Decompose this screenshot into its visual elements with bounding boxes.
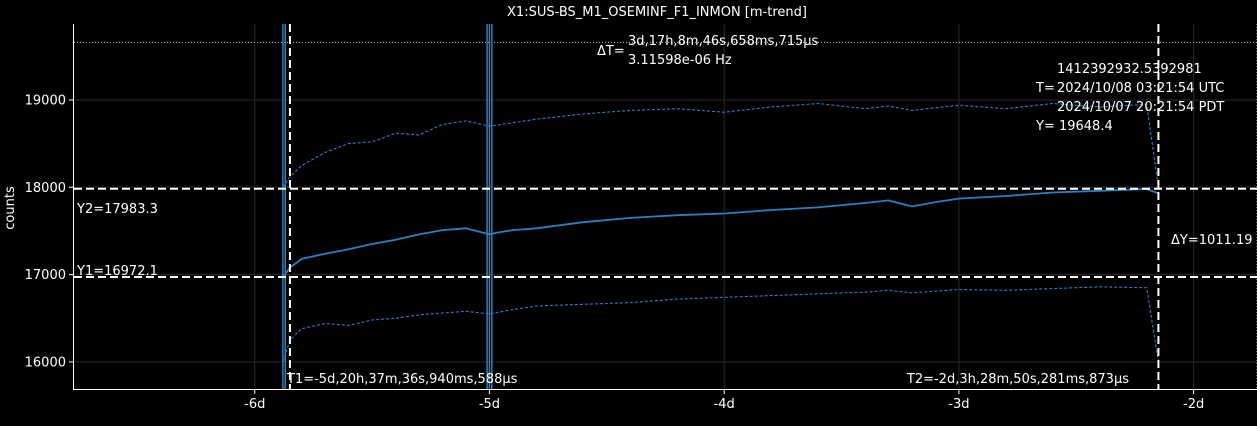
readout-y-value: Y= 19648.4 xyxy=(1035,119,1113,134)
x-tick-label: -2d xyxy=(1183,397,1204,412)
x-tick-label: -3d xyxy=(948,397,969,412)
delta-y-label: ΔY=1011.19 xyxy=(1171,233,1253,248)
t1-cursor-label: T1=-5d,20h,37m,36s,940ms,588µs xyxy=(286,372,518,387)
delta-frequency-value: 3.11598e-06 Hz xyxy=(628,53,732,68)
delta-t-prefix: ΔT= xyxy=(597,44,625,59)
series-max-line xyxy=(282,102,1159,188)
y-tick-label: 16000 xyxy=(25,355,66,370)
data-series xyxy=(282,24,1159,389)
series-min-line xyxy=(282,286,1159,363)
readout-pdt-time: 2024/10/07 20:21:54 PDT xyxy=(1057,100,1224,115)
series-mean-line xyxy=(282,188,1159,278)
readout-t-prefix: T= xyxy=(1035,81,1055,96)
delta-t-value: 3d,17h,8m,46s,658ms,715µs xyxy=(628,34,819,49)
cursor-lines[interactable] xyxy=(74,24,1257,389)
x-tick-label: -4d xyxy=(714,397,735,412)
y1-cursor-label: Y1=16972.1 xyxy=(76,264,158,279)
x-tick-label: -6d xyxy=(244,397,265,412)
y-axis-label: counts xyxy=(3,186,18,230)
y-tick-label: 18000 xyxy=(25,181,66,196)
chart-title: X1:SUS-BS_M1_OSEMINF_F1_INMON [m-trend] xyxy=(507,5,807,20)
x-tick-label: -5d xyxy=(479,397,500,412)
readout-gps-time: 1412392932.5392981 xyxy=(1057,62,1202,77)
y-tick-label: 17000 xyxy=(25,268,66,283)
y2-cursor-label: Y2=17983.3 xyxy=(76,202,158,217)
y-tick-label: 19000 xyxy=(25,93,66,108)
readout-utc-time: 2024/10/08 03:21:54 UTC xyxy=(1057,81,1224,96)
axis-ticks: -6d -5d -4d -3d -2d 16000 17000 18000 19000 xyxy=(25,93,1205,412)
t2-cursor-label: T2=-2d,3h,28m,50s,281ms,873µs xyxy=(906,372,1129,387)
